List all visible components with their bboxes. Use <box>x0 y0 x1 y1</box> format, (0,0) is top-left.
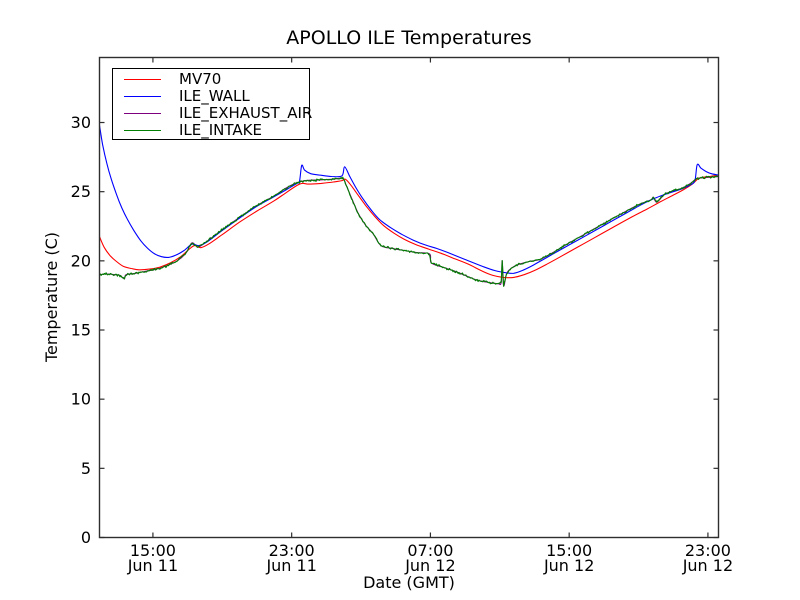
x-tick-label-date-1: Jun 11 <box>265 556 316 575</box>
legend-entry-MV70: MV70 <box>113 71 309 88</box>
legend-swatch-ILE_WALL <box>124 96 161 97</box>
legend-swatch-ILE_EXHAUST_AIR <box>124 113 161 114</box>
x-tick-label-time-4: 23:00 <box>685 541 731 560</box>
x-tick-label-time-0: 15:00 <box>130 541 176 560</box>
legend-swatch-ILE_INTAKE <box>124 130 161 131</box>
y-tick-label-5: 25 <box>71 182 91 201</box>
y-tick-label-3: 15 <box>71 321 91 340</box>
legend-entry-ILE_INTAKE: ILE_INTAKE <box>113 122 309 139</box>
legend-swatch-MV70 <box>124 79 161 80</box>
y-tick-label-4: 20 <box>71 251 91 270</box>
series-ILE_WALL <box>98 125 719 274</box>
chart-title: APOLLO ILE Temperatures <box>286 27 532 49</box>
legend-entry-ILE_EXHAUST_AIR: ILE_EXHAUST_AIR <box>113 104 313 122</box>
y-tick-label-2: 10 <box>71 390 91 409</box>
x-tick-label-date-3: Jun 12 <box>543 556 594 575</box>
series-ILE_INTAKE <box>99 175 719 287</box>
x-tick-label-time-1: 23:00 <box>269 541 315 560</box>
y-axis-label: Temperature (C) <box>42 231 61 363</box>
legend-label: ILE_WALL <box>179 87 250 105</box>
legend-entry-ILE_WALL: ILE_WALL <box>113 88 309 105</box>
legend: MV70 ILE_WALL ILE_EXHAUST_AIR ILE_INTAKE <box>112 68 313 140</box>
series-ILE_EXHAUST_AIR <box>99 175 719 287</box>
series-MV70 <box>98 174 719 279</box>
x-tick-label-date-2: Jun 12 <box>404 556 455 575</box>
y-tick-label-6: 30 <box>71 113 91 132</box>
axes-frame <box>98 56 720 539</box>
x-axis-label: Date (GMT) <box>363 573 455 592</box>
legend-label: ILE_EXHAUST_AIR <box>179 104 313 122</box>
y-tick-label-1: 5 <box>81 459 91 478</box>
x-tick-label-time-3: 15:00 <box>546 541 592 560</box>
legend-label: MV70 <box>179 70 222 88</box>
x-tick-label-date-0: Jun 11 <box>127 556 178 575</box>
legend-label: ILE_INTAKE <box>179 121 262 139</box>
x-tick-label-time-2: 07:00 <box>407 541 453 560</box>
y-tick-label-0: 0 <box>81 528 91 547</box>
x-tick-label-date-4: Jun 12 <box>682 556 733 575</box>
